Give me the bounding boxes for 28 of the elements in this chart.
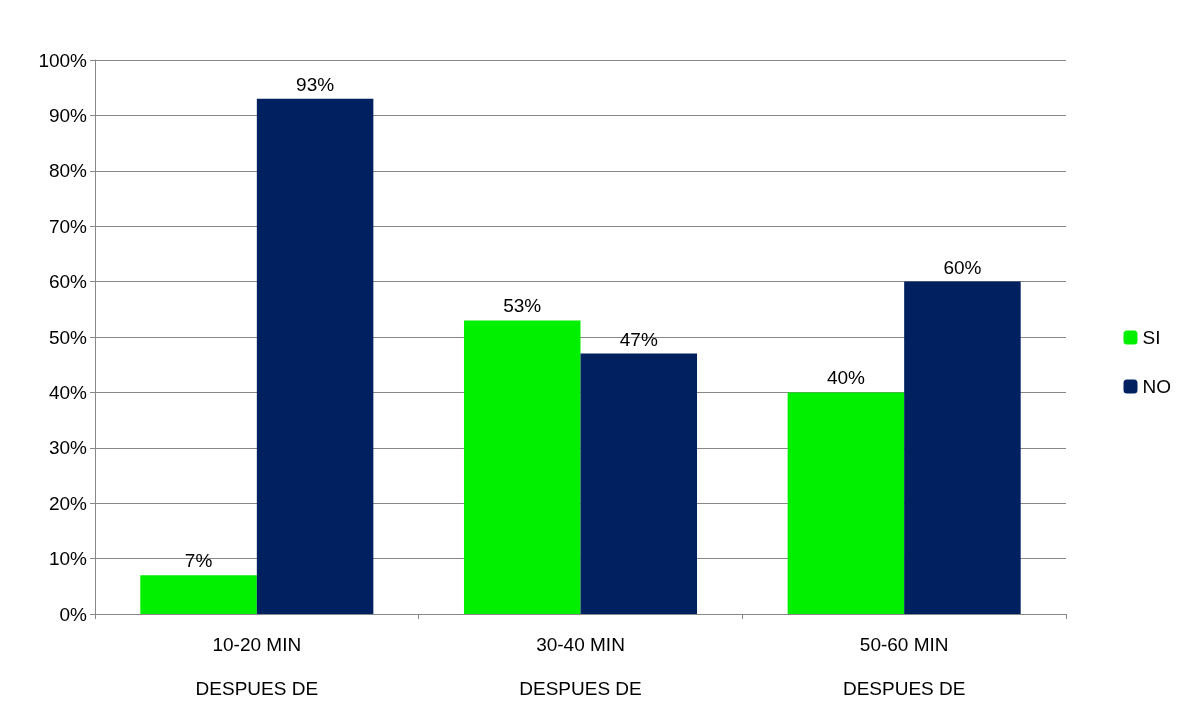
legend-label: NO [1142, 376, 1171, 397]
bar [256, 98, 374, 614]
y-tick-label: 0% [59, 603, 88, 625]
category-label: 50-60 MIN DESPUES DE [842, 633, 966, 699]
y-tick-label: 60% [48, 271, 88, 293]
y-tick-label: 90% [48, 104, 88, 126]
y-tick-label: 40% [48, 381, 88, 403]
bar [904, 281, 1021, 614]
y-tick-label: 10% [48, 548, 88, 570]
bar [140, 575, 257, 614]
data-label: 53% [503, 295, 542, 317]
y-tick-label: 80% [48, 160, 88, 182]
data-label: 7% [184, 550, 213, 572]
data-label: 40% [826, 367, 866, 389]
data-label: 93% [296, 73, 335, 95]
y-tick-label: 100% [38, 49, 88, 71]
bar [463, 320, 581, 614]
legend-label: SI [1142, 327, 1161, 348]
y-tick-label: 30% [48, 437, 88, 459]
bar [787, 392, 905, 614]
category-label: 30-40 MIN DESPUES DE [519, 633, 642, 699]
y-tick-label: 50% [48, 326, 88, 348]
y-tick-label: 20% [48, 492, 88, 514]
data-label: 60% [943, 256, 982, 278]
category-label: 10-20 MIN DESPUES DE [195, 633, 319, 699]
data-label: 47% [619, 328, 658, 350]
y-tick-label: 70% [48, 215, 88, 237]
bar [580, 353, 698, 614]
